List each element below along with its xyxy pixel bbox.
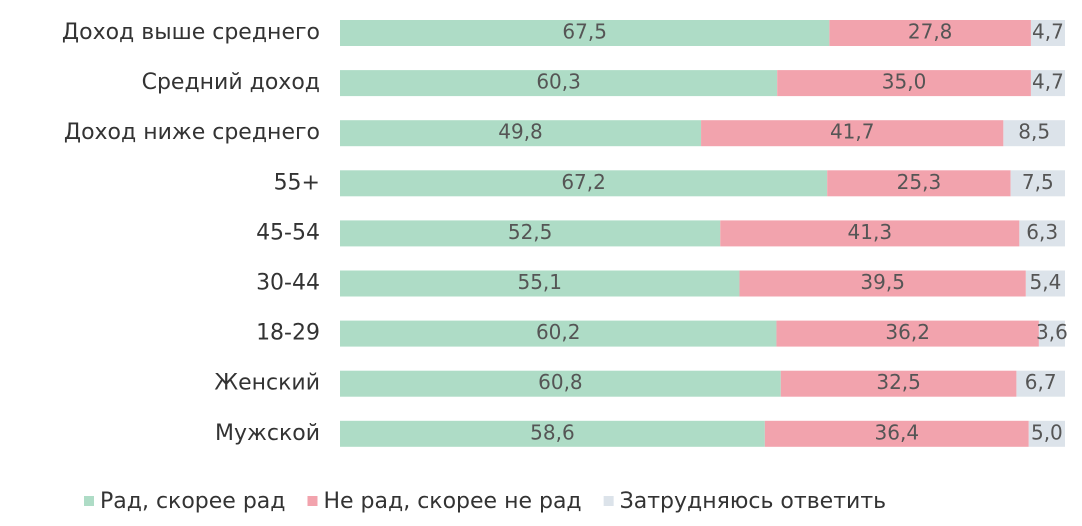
value-label: 4,7 bbox=[1032, 20, 1064, 44]
bar-segment bbox=[340, 170, 828, 197]
bar-segment bbox=[1019, 220, 1065, 247]
bar-segment bbox=[340, 270, 740, 297]
value-label: 55,1 bbox=[517, 270, 562, 294]
bar-segment bbox=[1003, 120, 1065, 147]
category-label: Доход выше среднего bbox=[62, 20, 320, 45]
value-label: 7,5 bbox=[1022, 170, 1054, 194]
value-label: 32,5 bbox=[876, 370, 921, 394]
bar-segment bbox=[776, 320, 1039, 347]
value-label: 6,3 bbox=[1026, 220, 1058, 244]
category-label: 18-29 bbox=[256, 321, 320, 346]
bar-segment bbox=[701, 120, 1004, 147]
value-label: 25,3 bbox=[897, 170, 942, 194]
value-label: 60,8 bbox=[538, 370, 583, 394]
legend-label: Затрудняюсь ответить bbox=[620, 489, 886, 514]
value-label: 5,4 bbox=[1030, 270, 1062, 294]
value-label: 67,2 bbox=[561, 170, 606, 194]
value-label: 67,5 bbox=[562, 20, 607, 44]
legend-label: Не рад, скорее не рад bbox=[323, 489, 581, 514]
value-label: 8,5 bbox=[1018, 120, 1050, 144]
value-label: 60,3 bbox=[536, 70, 581, 94]
bar-segment bbox=[720, 220, 1020, 247]
value-label: 41,3 bbox=[848, 220, 893, 244]
value-label: 39,5 bbox=[860, 270, 905, 294]
bar-segment bbox=[1010, 170, 1065, 197]
value-label: 5,0 bbox=[1031, 420, 1063, 444]
bar-segment bbox=[340, 120, 702, 147]
bar-segment bbox=[827, 170, 1011, 197]
bar-segment bbox=[777, 70, 1031, 97]
value-label: 3,6 bbox=[1036, 320, 1068, 344]
value-label: 60,2 bbox=[536, 320, 581, 344]
bar-segment bbox=[340, 370, 781, 397]
value-label: 27,8 bbox=[908, 20, 953, 44]
value-label: 36,4 bbox=[875, 420, 920, 444]
bar-segment bbox=[340, 70, 778, 97]
legend-marker bbox=[84, 496, 94, 506]
value-label: 4,7 bbox=[1032, 70, 1064, 94]
bar-segment bbox=[1028, 420, 1065, 447]
category-label: 45-54 bbox=[256, 220, 320, 245]
category-label: 30-44 bbox=[256, 271, 320, 296]
bar-segment bbox=[340, 420, 765, 447]
category-label: Средний доход bbox=[142, 70, 320, 95]
legend-marker bbox=[307, 496, 318, 506]
category-label: 55+ bbox=[274, 170, 320, 195]
category-label: Мужской bbox=[215, 421, 320, 446]
bar-segment bbox=[1025, 270, 1065, 297]
bar-segment bbox=[764, 420, 1029, 447]
bar-segment bbox=[780, 370, 1017, 397]
bar-segment bbox=[340, 20, 830, 46]
legend-label: Рад, скорее рад bbox=[100, 489, 285, 514]
value-label: 41,7 bbox=[830, 120, 875, 144]
value-label: 6,7 bbox=[1025, 370, 1057, 394]
bar-segment bbox=[1038, 320, 1065, 347]
value-label: 36,2 bbox=[885, 320, 930, 344]
bar-segment bbox=[340, 320, 777, 347]
bar-segment bbox=[1030, 70, 1065, 97]
value-label: 35,0 bbox=[882, 70, 927, 94]
value-label: 49,8 bbox=[498, 120, 543, 144]
bar-segment bbox=[829, 20, 1031, 46]
bar-segment bbox=[1016, 370, 1065, 397]
category-label: Доход ниже среднего bbox=[64, 120, 320, 145]
category-label: Женский bbox=[214, 371, 320, 396]
bar-segment bbox=[739, 270, 1026, 297]
bar-segment bbox=[1030, 20, 1065, 46]
value-label: 52,5 bbox=[508, 220, 553, 244]
legend-marker bbox=[603, 496, 614, 506]
bar-segment bbox=[340, 220, 721, 247]
value-label: 58,6 bbox=[530, 420, 575, 444]
